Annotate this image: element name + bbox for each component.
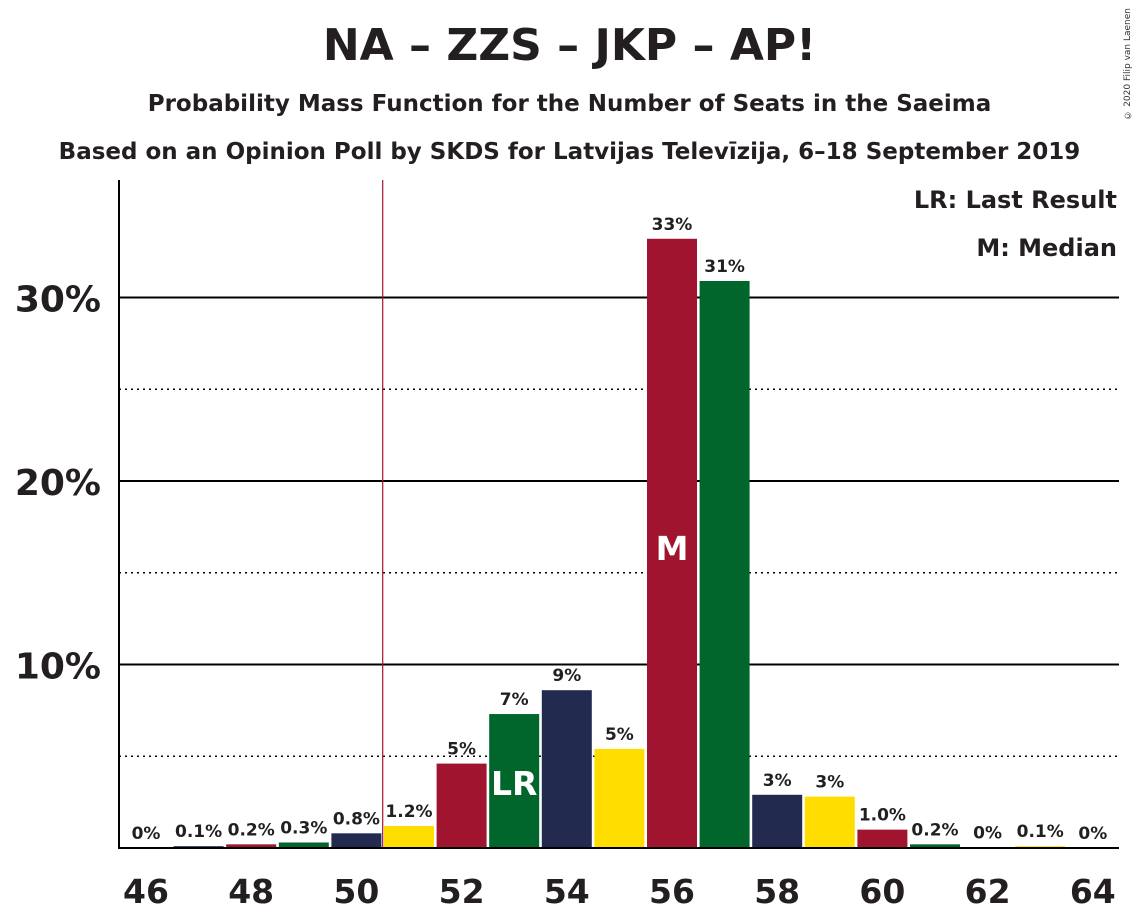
x-tick-label: 58	[754, 872, 800, 911]
legend-last-result: LR: Last Result	[913, 186, 1117, 214]
bar-value-label: 3%	[763, 771, 792, 791]
legend-median: M: Median	[976, 234, 1117, 262]
bar	[699, 280, 750, 848]
bar	[278, 842, 329, 848]
bar-value-label: 1.2%	[385, 802, 432, 822]
median-marker: M	[656, 529, 689, 568]
y-tick-label: 20%	[15, 463, 101, 504]
bar	[226, 844, 277, 848]
chart-subtitle: Probability Mass Function for the Number…	[147, 91, 992, 117]
bar	[541, 690, 592, 848]
chart-title: NA – ZZS – JKP – AP!	[322, 20, 817, 71]
bar-value-label: 0.3%	[280, 818, 327, 838]
x-tick-label: 54	[544, 872, 590, 911]
bar	[436, 763, 487, 848]
y-tick-label: 30%	[15, 280, 101, 321]
bar	[489, 714, 540, 848]
x-tick-label: 48	[228, 872, 274, 911]
x-tick-label: 56	[649, 872, 695, 911]
bar	[804, 796, 855, 848]
x-tick-label: 60	[859, 872, 905, 911]
bar	[752, 794, 803, 848]
bar	[384, 825, 434, 848]
bar-value-label: 0.2%	[911, 820, 958, 840]
x-tick-label: 52	[439, 872, 485, 911]
bar	[647, 238, 697, 848]
bar-value-label: 0%	[973, 824, 1002, 844]
y-tick-label: 10%	[15, 647, 101, 688]
bar-value-label: 0.8%	[333, 809, 380, 829]
bar	[910, 844, 960, 848]
bar-value-label: 3%	[815, 773, 844, 793]
bar-value-label: 31%	[704, 257, 745, 277]
x-tick-label: 50	[333, 872, 379, 911]
last-result-marker: LR	[491, 764, 537, 803]
bar	[594, 748, 645, 848]
bar-value-label: 0.2%	[228, 820, 275, 840]
bar-value-label: 0%	[132, 824, 161, 844]
bar-value-label: 1.0%	[859, 806, 906, 826]
bar-value-label: 0.1%	[175, 822, 222, 842]
bar-value-label: 0%	[1078, 824, 1107, 844]
x-tick-label: 46	[123, 872, 169, 911]
bar-value-label: 33%	[652, 215, 693, 235]
bar-value-label: 5%	[605, 725, 634, 745]
bar-value-label: 9%	[552, 666, 581, 686]
bar-value-label: 5%	[447, 740, 476, 760]
x-tick-label: 64	[1070, 872, 1116, 911]
chart-source: Based on an Opinion Poll by SKDS for Lat…	[58, 139, 1081, 165]
x-tick-label: 62	[965, 872, 1011, 911]
bar	[331, 833, 382, 848]
bar	[857, 829, 908, 848]
bar-value-label: 7%	[500, 690, 529, 710]
bar-value-label: 0.1%	[1017, 822, 1064, 842]
